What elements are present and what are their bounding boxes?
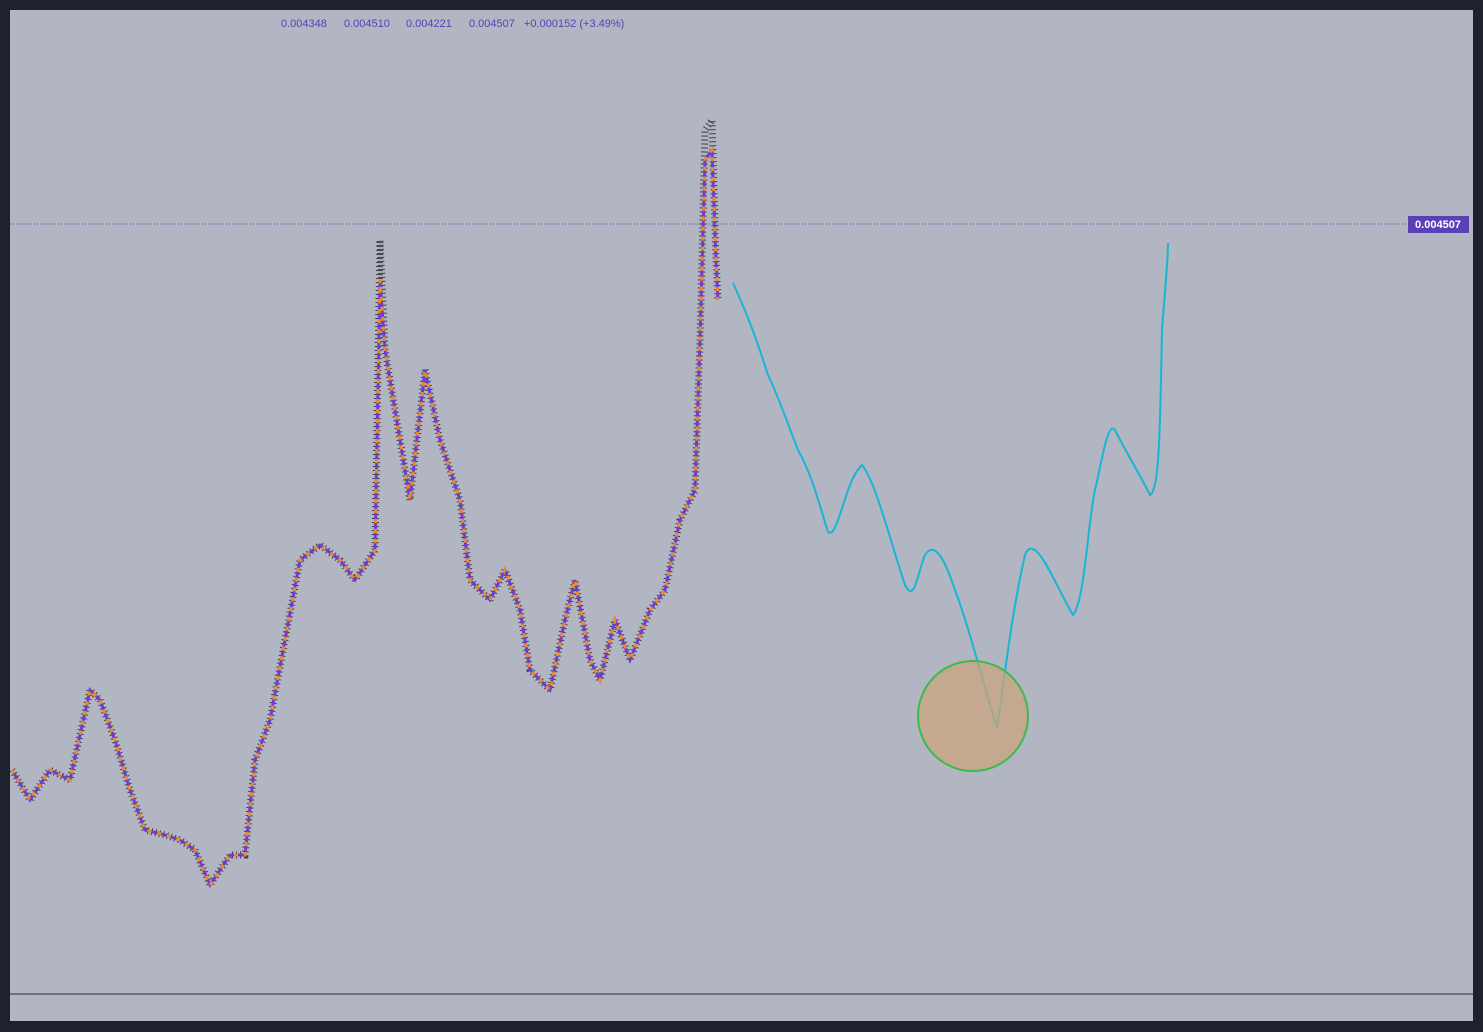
candle-bodies-down (10, 145, 720, 889)
ohlc-header: 0.004348 0.004510 0.004221 0.004507 +0.0… (281, 18, 624, 30)
price-label-bg (1408, 216, 1469, 233)
change-value: +0.000152 (+3.49%) (524, 18, 624, 30)
circle-annotation[interactable] (917, 660, 1029, 772)
close-value: 0.004507 (469, 18, 515, 30)
candles (8, 109, 722, 893)
price-label: 0.004507 (1415, 219, 1461, 231)
open-value: 0.004348 (281, 18, 327, 30)
high-value: 0.004510 (344, 18, 390, 30)
chart-area[interactable] (10, 10, 1473, 1021)
low-value: 0.004221 (406, 18, 452, 30)
